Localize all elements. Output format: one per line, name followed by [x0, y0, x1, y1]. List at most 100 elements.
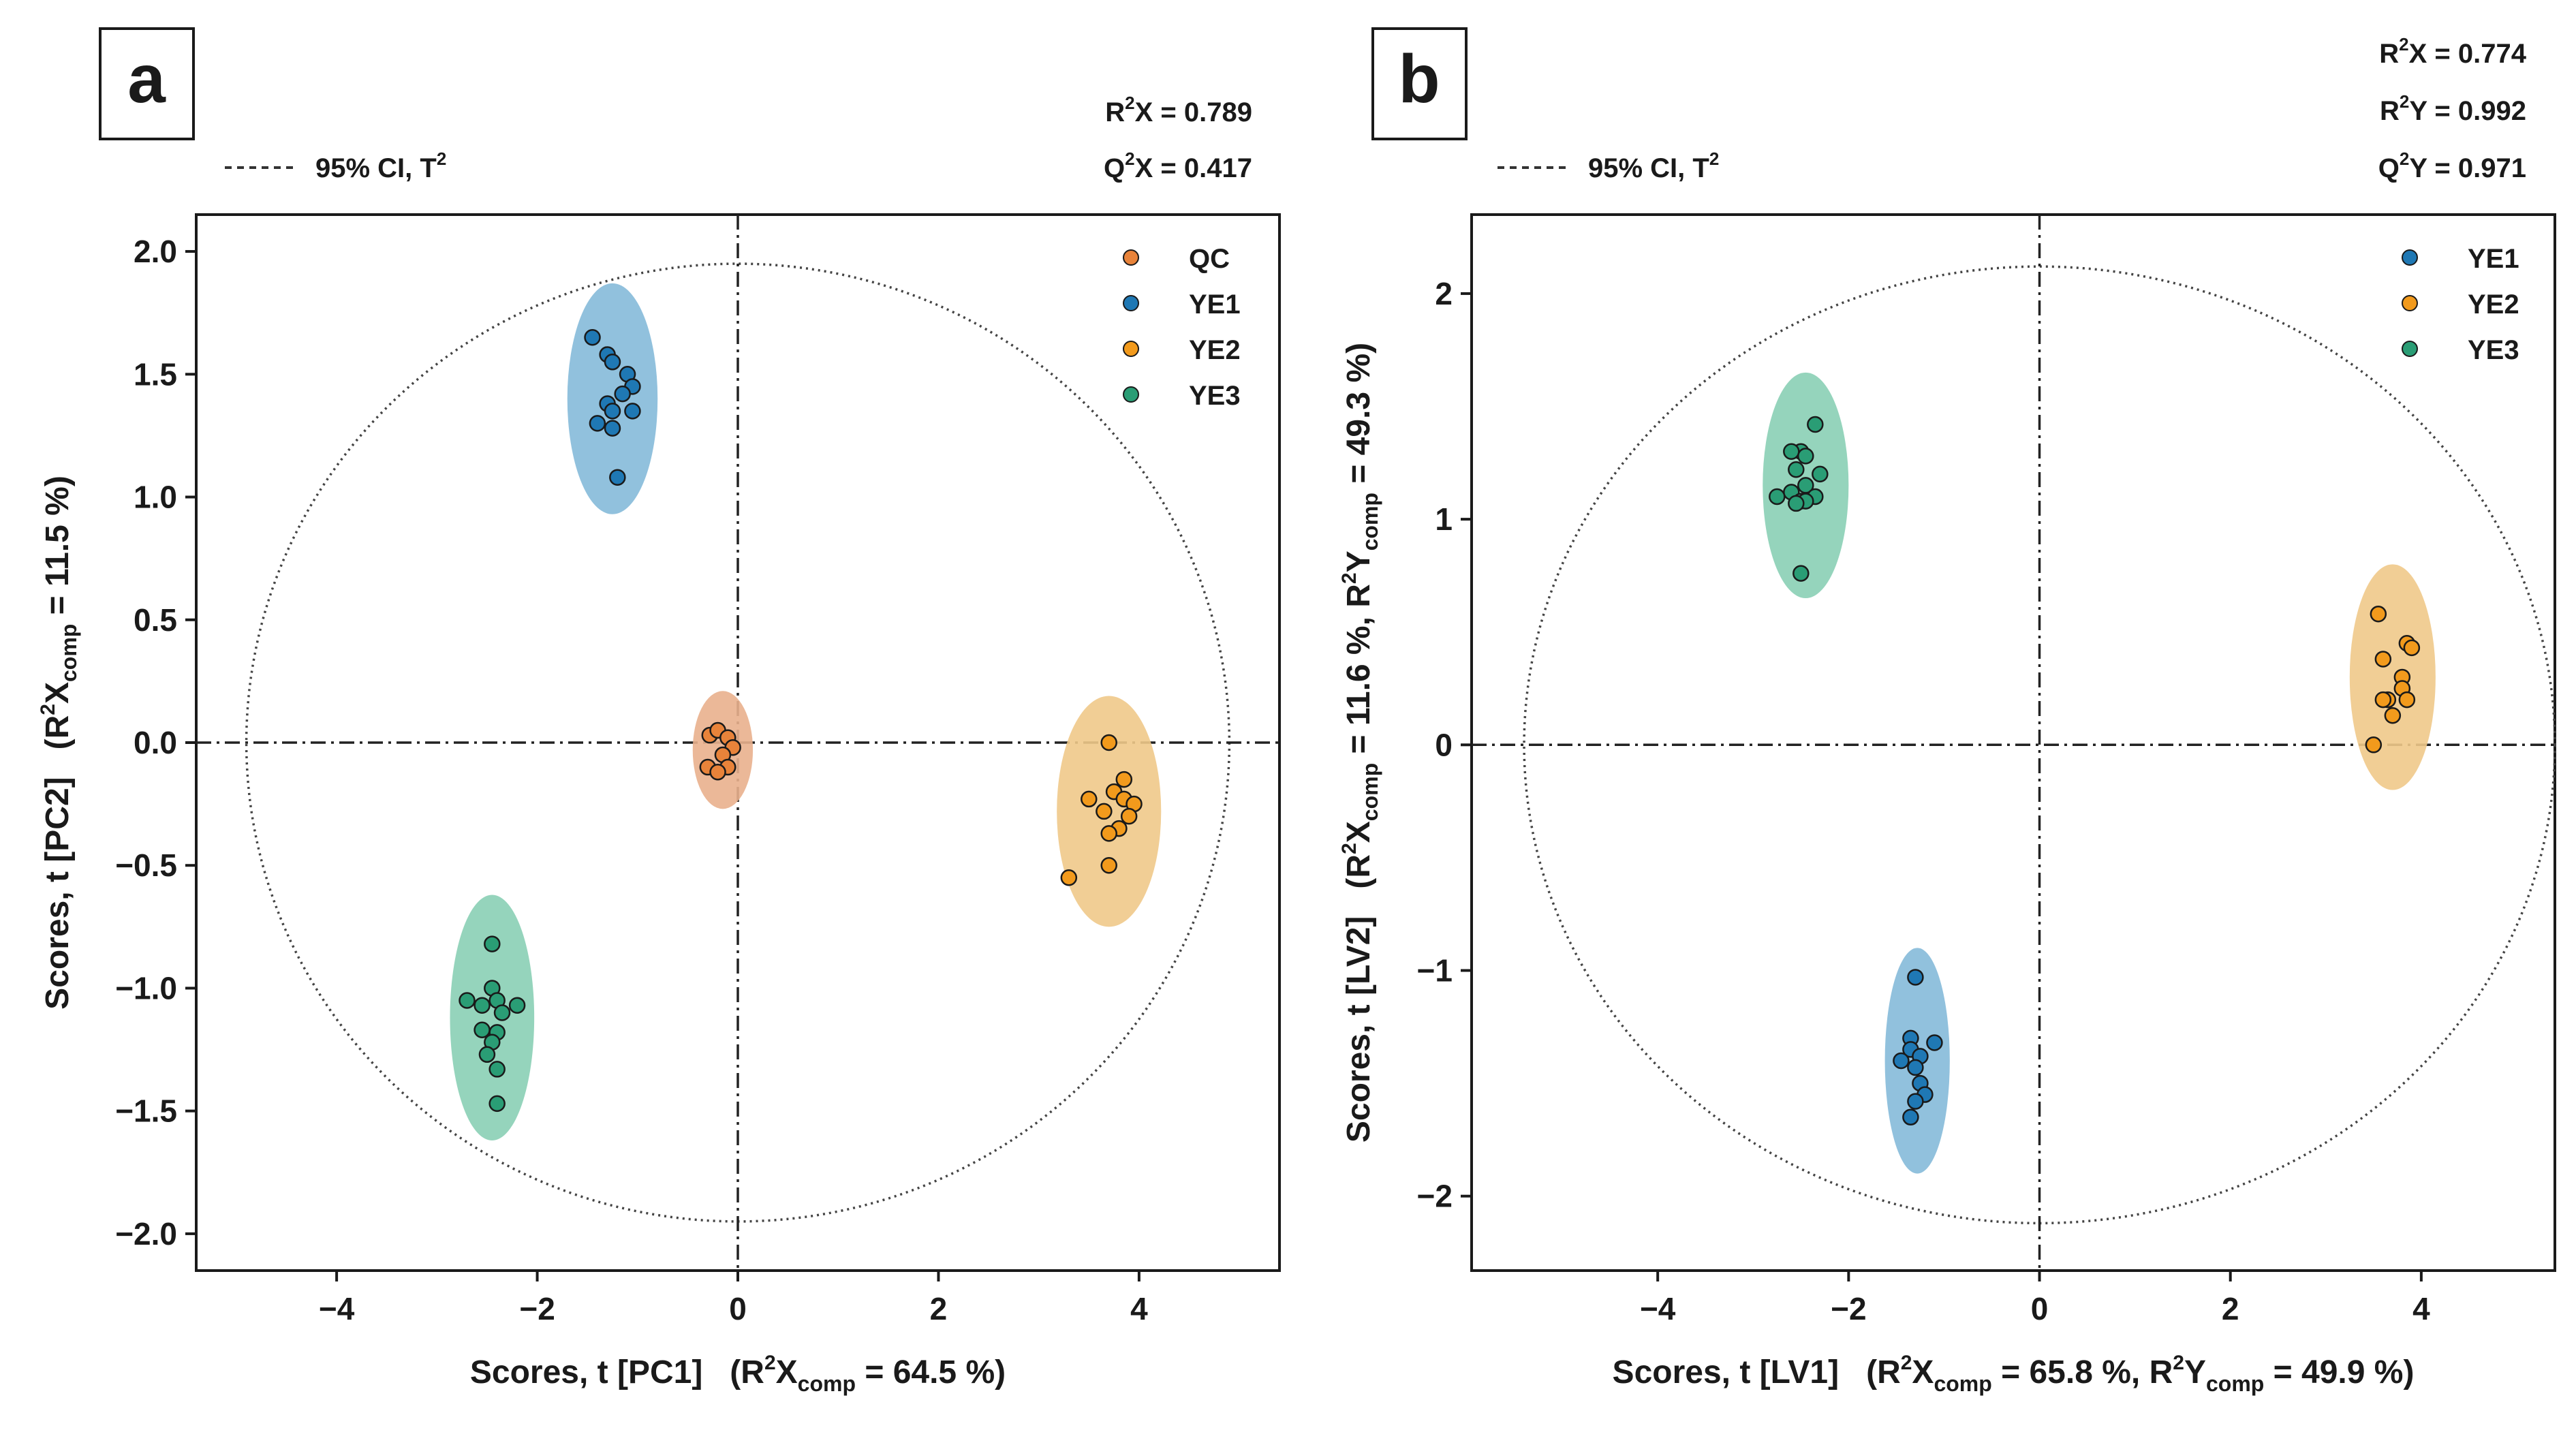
panel-a: a 95% CI, T2 R2X = 0.789 Q2X = 0.417 −4−… — [37, 27, 1281, 1396]
panel-label-a: a — [127, 41, 166, 117]
y-tick-label-b: −1 — [1417, 953, 1453, 989]
group-ellipse-ye3-a — [450, 895, 535, 1140]
point-ye3-b — [1788, 461, 1805, 478]
x-tick-label-b: 0 — [2031, 1291, 2049, 1326]
point-ye3-b — [1812, 465, 1829, 483]
point-ye2-b — [2374, 691, 2392, 709]
point-ye2-b — [2365, 736, 2383, 753]
ci-legend-b: 95% CI, T2 — [1498, 149, 1719, 183]
point-ye1-a — [604, 354, 621, 371]
x-ticks-a: −4 −2 0 2 4 — [319, 1271, 1148, 1326]
legend-label-ye1-a: YE1 — [1189, 290, 1241, 320]
y-tick-label-a: −1.0 — [115, 970, 177, 1006]
y-tick-label-b: −2 — [1417, 1179, 1453, 1214]
legend-marker-ye2-b — [2402, 295, 2418, 311]
point-ye2-a — [1100, 825, 1117, 842]
point-ye3-a — [488, 1061, 506, 1078]
point-ye1-b — [1907, 1093, 1924, 1110]
y-tick-label-a: 1.0 — [134, 480, 177, 515]
stat-r2y-b: R2Y = 0.992 — [2380, 91, 2526, 126]
point-ye3-a — [508, 997, 526, 1014]
point-ye2-a — [1081, 790, 1098, 808]
legend-label-ye1-b: YE1 — [2468, 244, 2519, 274]
plot-frame-b — [1470, 213, 2556, 1272]
point-ye1-b — [1902, 1108, 1919, 1126]
point-ye2-b — [2403, 639, 2421, 657]
ci-legend-text-a: 95% CI, T2 — [315, 149, 446, 183]
point-ye3-a — [474, 997, 491, 1014]
point-ye1-a — [604, 420, 621, 437]
point-ye2-a — [1060, 869, 1078, 886]
y-tick-label-a: −1.5 — [115, 1093, 177, 1129]
plot-area-a — [196, 215, 1279, 1271]
stats-a: R2X = 0.789 Q2X = 0.417 — [1104, 93, 1252, 183]
point-ye1-a — [589, 415, 606, 432]
legend-label-ye2-b: YE2 — [2468, 290, 2519, 320]
x-tick-label-a: −2 — [519, 1291, 555, 1326]
point-ye2-a — [1096, 803, 1113, 820]
stat-r2x-a: R2X = 0.789 — [1105, 93, 1252, 127]
y-tick-label-a: 1.5 — [134, 356, 177, 392]
x-tick-label-b: 2 — [2222, 1291, 2239, 1326]
ci-legend-a: 95% CI, T2 — [225, 149, 446, 183]
point-ye3-b — [1793, 565, 1810, 582]
point-ye2-b — [2398, 691, 2416, 709]
y-tick-label-a: 0.5 — [134, 602, 177, 638]
legend-marker-ye1-b — [2402, 249, 2418, 266]
panel-label-b: b — [1398, 41, 1440, 117]
point-ye3-b — [1769, 488, 1786, 506]
x-tick-label-a: 2 — [930, 1291, 948, 1326]
point-ye3-b — [1807, 416, 1824, 433]
x-tick-label-a: 4 — [1130, 1291, 1148, 1326]
x-axis-title-b: Scores, t [LV1] (R2Xcomp = 65.8 %, R2Ycom… — [1613, 1352, 2415, 1396]
point-ye2-a — [1100, 734, 1117, 751]
y-tick-label-a: −0.5 — [115, 848, 177, 883]
y-ticks-a: −2.0 −1.5 −1.0 −0.5 0.0 0.5 1.0 1.5 2.0 — [115, 234, 196, 1252]
panel-label-box-a — [99, 27, 195, 140]
y-tick-label-a: 0.0 — [134, 725, 177, 760]
point-ye3-a — [488, 1095, 506, 1113]
y-axis-title-b: Scores, t [LV2](R2Xcomp = 11.6 %, R2Ycom… — [1338, 343, 1382, 1143]
x-tick-label-b: −2 — [1831, 1291, 1866, 1326]
legend-marker-ye3-b — [2402, 341, 2418, 357]
point-ye3-a — [478, 1046, 496, 1063]
point-ye2-a — [1120, 807, 1138, 825]
y-tick-label-b: 1 — [1435, 501, 1453, 537]
points-b — [1769, 416, 2421, 1126]
point-ye2-a — [1115, 771, 1133, 788]
y-tick-label-a: −2.0 — [115, 1216, 177, 1252]
stat-r2x-b: R2X = 0.774 — [2379, 34, 2526, 69]
x-axis-title-a: Scores, t [PC1] (R2Xcomp = 64.5 %) — [470, 1352, 1006, 1396]
legend-a: QC YE1 YE2 YE3 — [1123, 244, 1241, 411]
panel-b: b 95% CI, T2 R2X = 0.774 R2Y = 0.992 Q2Y… — [1338, 27, 2556, 1396]
x-tick-label-a: −4 — [319, 1291, 355, 1326]
point-ye3-b — [1797, 448, 1814, 465]
legend-label-ye2-a: YE2 — [1189, 335, 1241, 365]
legend-marker-ye2-a — [1123, 341, 1139, 357]
point-ye2-b — [2374, 651, 2392, 668]
point-ye1-a — [614, 385, 631, 403]
point-ye2-a — [1100, 856, 1117, 874]
x-tick-label-b: −4 — [1640, 1291, 1676, 1326]
legend-label-ye3-b: YE3 — [2468, 335, 2519, 365]
point-ye1-a — [584, 328, 601, 346]
y-tick-label-b: 2 — [1435, 276, 1453, 311]
point-ye1-b — [1926, 1034, 1943, 1051]
legend-label-qc-a: QC — [1189, 244, 1230, 274]
point-ye2-b — [2370, 605, 2387, 623]
x-tick-label-b: 4 — [2412, 1291, 2430, 1326]
point-ye1-a — [624, 403, 641, 420]
x-tick-label-a: 0 — [729, 1291, 747, 1326]
ci-legend-text-b: 95% CI, T2 — [1588, 149, 1719, 183]
stats-b: R2X = 0.774 R2Y = 0.992 Q2Y = 0.971 — [2378, 34, 2527, 183]
plot-area-b — [1472, 215, 2556, 1271]
stat-q2y-b: Q2Y = 0.971 — [2378, 149, 2526, 183]
y-axis-title-a: Scores, t [PC2](R2Xcomp = 11.5 %) — [37, 476, 81, 1010]
point-ye1-a — [609, 469, 626, 486]
legend-label-ye3-a: YE3 — [1189, 381, 1241, 411]
point-ye3-a — [459, 992, 476, 1009]
point-ye3-a — [493, 1004, 511, 1021]
y-tick-label-b: 0 — [1435, 727, 1453, 762]
